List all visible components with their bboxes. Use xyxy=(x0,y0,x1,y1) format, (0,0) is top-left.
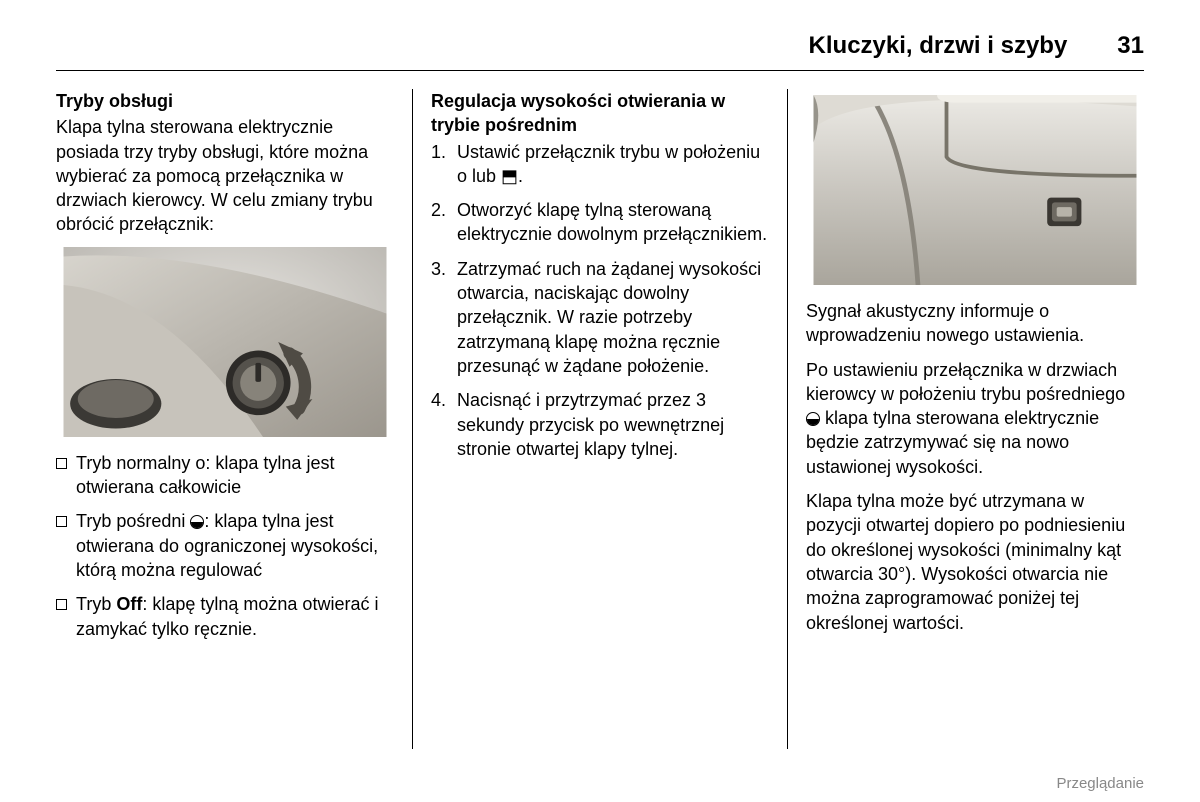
tailgate-illustration xyxy=(806,95,1144,285)
footer-label: Przeglądanie xyxy=(1056,775,1144,792)
col3-p3: Klapa tylna może być utrzymana w pozycji… xyxy=(806,489,1144,635)
bullet-bold: Off xyxy=(116,594,142,614)
col1-bullets: Tryb normalny o: klapa tylna jest otwier… xyxy=(56,451,394,641)
column-1: Tryby obsługi Klapa tylna sterowana elek… xyxy=(56,89,413,749)
col1-intro: Klapa tylna sterowana elektrycznie posia… xyxy=(56,115,394,236)
bullet-mode-intermediate: Tryb pośredni : klapa tylna jest otwiera… xyxy=(56,509,394,582)
col3-p1: Sygnał akustyczny informuje o wprowadzen… xyxy=(806,299,1144,348)
column-3: Sygnał akustyczny informuje o wprowadzen… xyxy=(788,89,1144,749)
page-header: Kluczyki, drzwi i szyby 31 xyxy=(56,32,1144,71)
col3-p2: Po ustawieniu przełącznika w drzwiach ki… xyxy=(806,358,1144,479)
step-1: Ustawić przełącznik trybu w położeniu o … xyxy=(431,140,769,189)
col2-heading: Regulacja wysokości otwierania w trybie … xyxy=(431,89,769,138)
bullet-text: Tryb normalny o: xyxy=(76,453,215,473)
step-2: Otworzyć klapę tylną sterowaną elektrycz… xyxy=(431,198,769,247)
column-2: Regulacja wysokości otwierania w trybie … xyxy=(413,89,788,749)
col3-p2a: Po ustawieniu przełącznika w drzwiach ki… xyxy=(806,360,1125,404)
bullet-text: Tryb xyxy=(76,594,116,614)
figure-door-switch xyxy=(56,247,394,437)
page-title: Kluczyki, drzwi i szyby xyxy=(809,32,1068,60)
bullet-mode-off: Tryb Off: klapę tylną można otwierać i z… xyxy=(56,592,394,641)
col2-steps: Ustawić przełącznik trybu w położeniu o … xyxy=(431,140,769,462)
bullet-mode-normal: Tryb normalny o: klapa tylna jest otwier… xyxy=(56,451,394,500)
half-circle-icon xyxy=(806,412,820,426)
half-circle-icon xyxy=(190,515,204,529)
bullet-text: Tryb pośredni xyxy=(76,511,190,531)
col3-p2b: klapa tylna sterowana elektrycznie będzi… xyxy=(806,408,1099,477)
step-4: Nacisnąć i przytrzymać przez 3 sekundy p… xyxy=(431,388,769,461)
page-number: 31 xyxy=(1117,32,1144,60)
step-3: Zatrzymać ruch na żądanej wysokości otwa… xyxy=(431,257,769,378)
columns: Tryby obsługi Klapa tylna sterowana elek… xyxy=(56,89,1144,749)
figure-tailgate-button xyxy=(806,95,1144,285)
door-switch-illustration xyxy=(56,247,394,437)
col1-heading: Tryby obsługi xyxy=(56,89,394,113)
